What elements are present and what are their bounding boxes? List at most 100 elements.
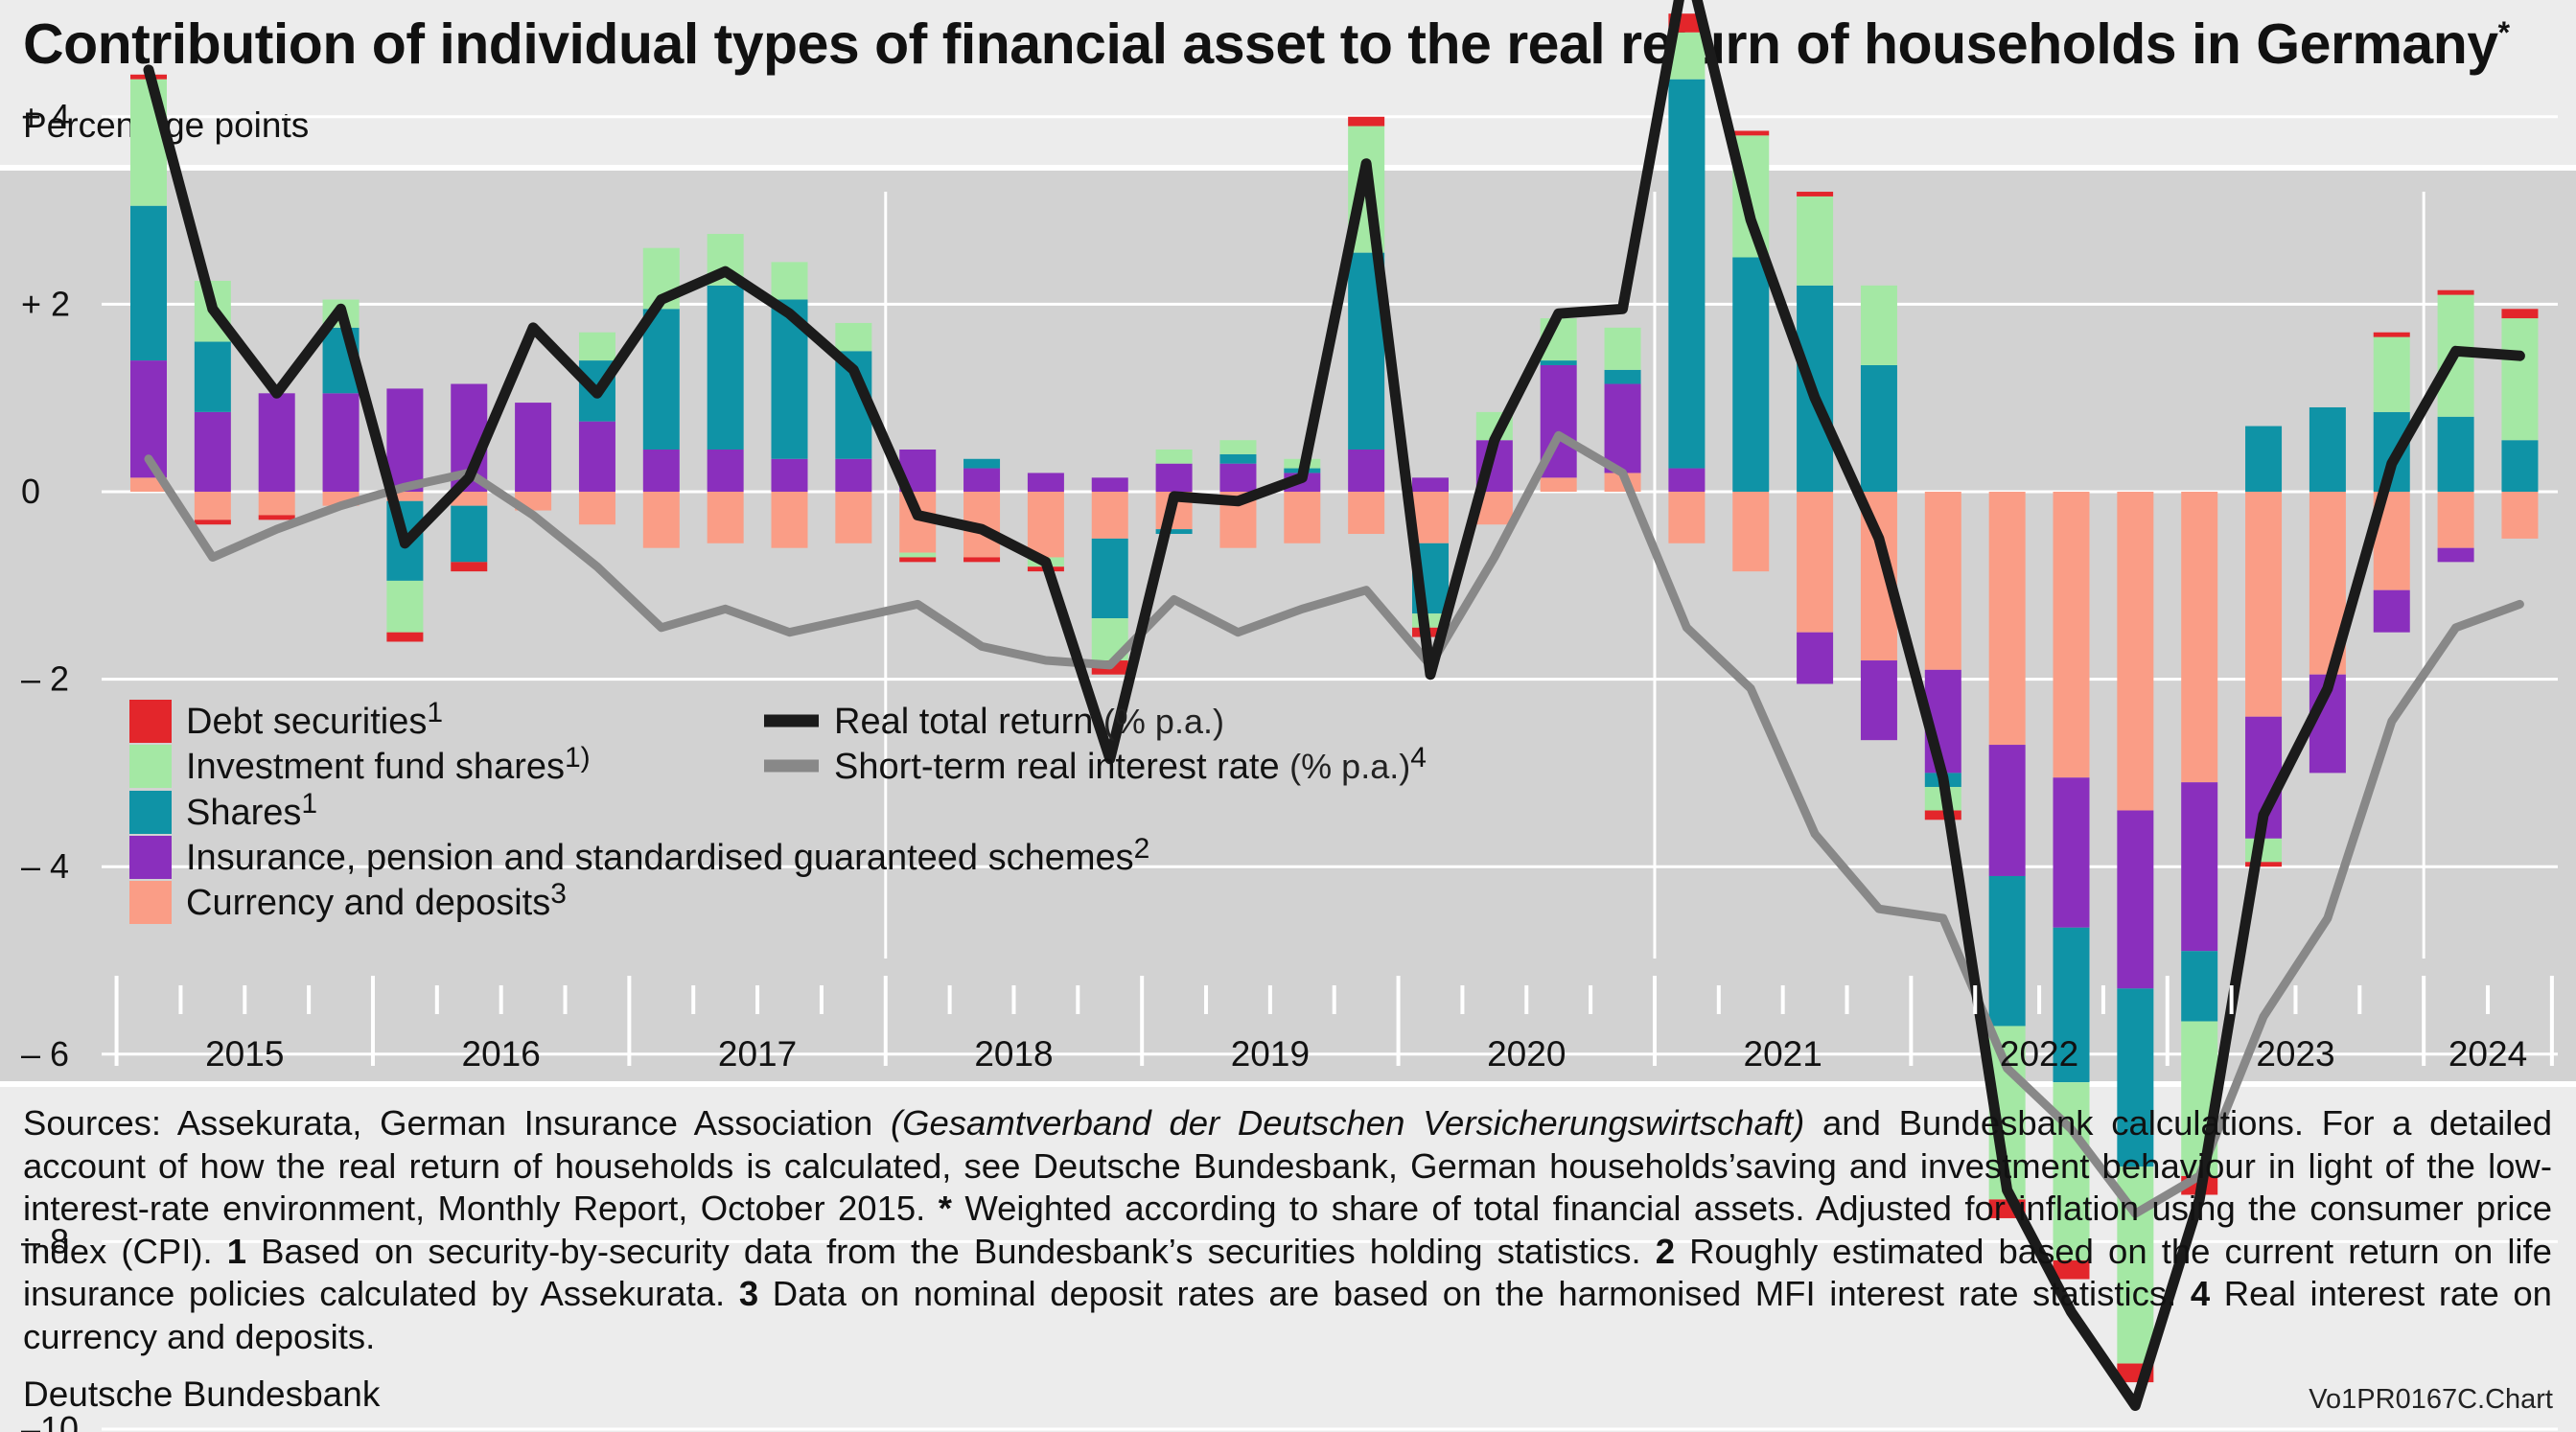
bar-segment	[1219, 453, 1257, 464]
bar-segment	[1219, 463, 1257, 492]
bar-segment	[2117, 492, 2154, 811]
bar-segment	[1348, 492, 1385, 535]
bar-segment	[2245, 862, 2283, 867]
bar-segment	[578, 492, 615, 525]
bar-segment	[1860, 660, 1897, 741]
bar-segment	[1732, 130, 1770, 136]
y-tick-label: 0	[21, 472, 40, 511]
bar-segment	[835, 322, 872, 352]
bar-segment	[1732, 492, 1770, 572]
bar-segment	[2053, 492, 2090, 778]
bar-segment	[2501, 318, 2539, 441]
bar-segment	[1797, 196, 1834, 286]
bar-segment	[2053, 1259, 2090, 1280]
bar-segment	[1027, 473, 1064, 492]
bar-segment	[1348, 449, 1385, 492]
legend-label: Debt securities1	[186, 697, 443, 742]
bar-segment	[322, 393, 360, 492]
x-tick-label: 2017	[718, 1034, 797, 1074]
legend-swatch	[129, 745, 172, 788]
bar-segment	[835, 458, 872, 492]
x-tick-label: 2021	[1744, 1034, 1822, 1074]
bar-segment	[771, 492, 808, 548]
bar-segment	[2373, 589, 2410, 633]
footnote: Sources: Assekurata, German Insurance As…	[23, 1103, 2553, 1356]
bar-segment	[707, 285, 744, 450]
y-tick-label: + 4	[21, 97, 70, 136]
bar-segment	[1732, 257, 1770, 492]
bar-segment	[1988, 875, 2026, 1027]
bar-segment	[642, 309, 680, 450]
bar-segment	[1797, 192, 1834, 196]
bar-segment	[1091, 538, 1128, 619]
x-tick-label: 2016	[462, 1034, 541, 1074]
bar-segment	[2437, 289, 2474, 295]
bar-segment	[2501, 492, 2539, 539]
bar-segment	[1219, 440, 1257, 454]
legend-swatch	[129, 836, 172, 879]
legend-swatch	[129, 700, 172, 743]
chart-title: Contribution of individual types of fina…	[23, 12, 2510, 76]
bar-segment	[963, 458, 1001, 469]
bar-segment	[963, 557, 1001, 563]
bar-segment	[1027, 492, 1064, 558]
bar-segment	[2437, 492, 2474, 548]
bar-segment	[258, 492, 295, 516]
x-tick-label: 2022	[2000, 1034, 2078, 1074]
bar-segment	[1668, 492, 1706, 543]
bar-segment	[194, 492, 231, 520]
bars-layer	[130, 13, 2539, 1383]
bar-segment	[578, 332, 615, 361]
bar-segment	[194, 341, 231, 412]
bar-segment	[451, 505, 488, 563]
bar-segment	[1797, 492, 1834, 633]
bar-segment	[771, 458, 808, 492]
bar-segment	[386, 388, 424, 492]
bar-segment	[194, 411, 231, 492]
bar-segment	[1540, 477, 1577, 492]
bar-segment	[2437, 547, 2474, 563]
bar-segment	[835, 492, 872, 543]
bar-segment	[386, 632, 424, 642]
bar-segment	[2437, 416, 2474, 492]
bar-segment	[130, 205, 167, 361]
y-tick-label: – 4	[21, 846, 69, 886]
bar-segment	[386, 492, 424, 501]
bar-segment	[2117, 810, 2154, 989]
bar-segment	[2245, 492, 2283, 717]
bar-segment	[2053, 777, 2090, 928]
bar-segment	[1155, 529, 1193, 535]
x-tick-label: 2019	[1231, 1034, 1310, 1074]
bar-segment	[1860, 364, 1897, 492]
bar-segment	[1155, 449, 1193, 464]
bar-segment	[1155, 463, 1193, 492]
bar-segment	[1988, 492, 2026, 746]
y-tick-label: – 8	[21, 1221, 69, 1260]
legend-label: Shares1	[186, 788, 317, 833]
bar-segment	[578, 421, 615, 492]
bar-segment	[2181, 782, 2218, 952]
y-tick-label: + 2	[21, 284, 70, 323]
bar-segment	[194, 520, 231, 525]
y-tick-label: –10	[21, 1409, 79, 1432]
source-label: Deutsche Bundesbank	[23, 1374, 381, 1414]
legend-label: Currency and deposits3	[186, 878, 567, 923]
bar-segment	[1412, 492, 1449, 543]
bar-segment	[1604, 383, 1641, 473]
bar-segment	[2373, 336, 2410, 412]
legend-swatch	[129, 881, 172, 924]
bar-segment	[2501, 309, 2539, 319]
y-tick-label: – 2	[21, 659, 69, 699]
bar-segment	[1604, 369, 1641, 384]
bar-segment	[1091, 492, 1128, 539]
bar-segment	[1668, 79, 1706, 469]
bar-segment	[1412, 477, 1449, 492]
bar-segment	[1348, 116, 1385, 127]
lines-layer	[143, 0, 2525, 1411]
bar-segment	[2181, 951, 2218, 1022]
bar-segment	[1604, 327, 1641, 370]
legend-label: Insurance, pension and standardised guar…	[186, 833, 1149, 878]
y-tick-label: – 6	[21, 1034, 69, 1074]
